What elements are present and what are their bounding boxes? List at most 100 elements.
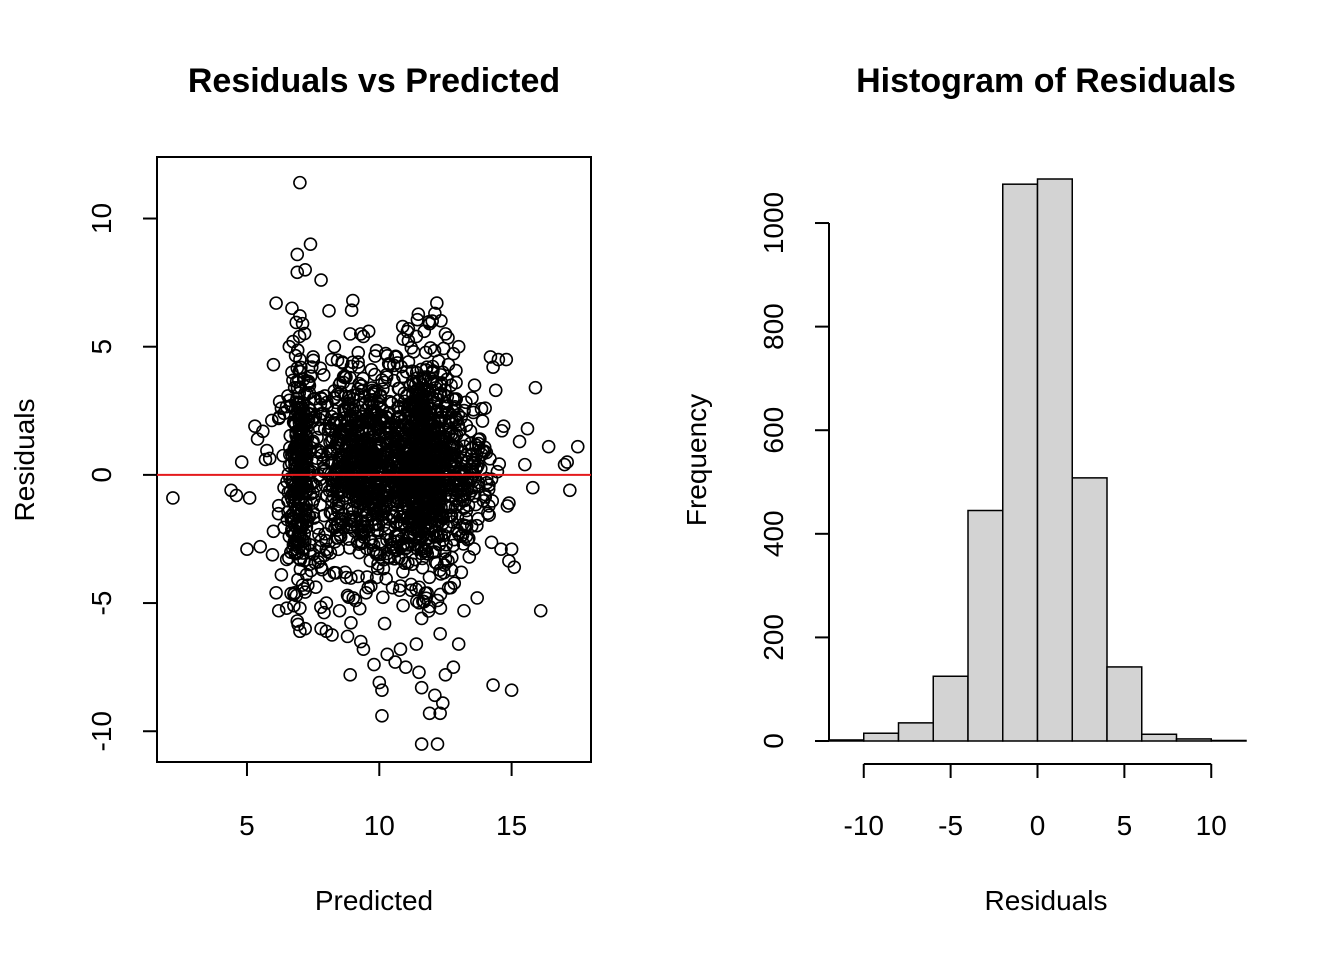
histogram-y-tick-label: 1000 — [758, 192, 789, 254]
scatter-point — [301, 578, 315, 592]
scatter-point — [336, 356, 350, 370]
scatter-point — [433, 627, 447, 641]
scatter-point — [334, 517, 348, 532]
scatter-point — [410, 594, 424, 609]
scatter-point — [369, 517, 384, 531]
scatter-point — [428, 395, 443, 410]
scatter-point — [479, 471, 494, 486]
scatter-point — [459, 395, 473, 410]
scatter-point — [419, 591, 433, 606]
scatter-point — [380, 533, 394, 547]
scatter-point — [466, 403, 481, 417]
scatter-point — [435, 508, 449, 523]
scatter-point — [482, 508, 496, 523]
scatter-point — [401, 333, 416, 348]
scatter-point — [301, 406, 315, 420]
scatter-point — [240, 542, 254, 557]
scatter-point — [533, 603, 548, 618]
scatter-point — [388, 655, 402, 669]
scatter-point — [356, 329, 371, 344]
scatter-point — [304, 464, 319, 479]
scatter-point — [274, 568, 289, 582]
scatter-point — [379, 370, 394, 384]
scatter-point — [433, 587, 448, 602]
scatter-point — [361, 580, 376, 595]
scatter-point — [327, 339, 342, 354]
scatter-point — [427, 530, 442, 544]
histogram-bar — [1106, 666, 1143, 742]
scatter-point — [390, 356, 405, 370]
scatter-point — [346, 293, 360, 308]
histogram-bar — [932, 675, 969, 742]
histogram-y-axis-label: Frequency — [681, 394, 712, 526]
scatter-point — [343, 327, 357, 341]
scatter-point — [303, 237, 318, 251]
scatter-point — [418, 345, 433, 360]
histogram-x-tick-label: -5 — [938, 810, 963, 841]
scatter-point — [289, 315, 304, 330]
scatter-point — [478, 490, 493, 504]
scatter-point — [308, 555, 322, 570]
scatter-point — [282, 393, 297, 408]
scatter-point — [414, 611, 429, 626]
scatter-point — [351, 345, 366, 360]
scatter-point — [417, 400, 431, 414]
scatter-point — [288, 547, 303, 561]
scatter-point — [391, 409, 406, 424]
scatter-point — [344, 616, 358, 630]
scatter-point — [291, 572, 305, 587]
scatter-point — [313, 397, 328, 412]
scatter-point — [484, 535, 499, 550]
scatter-point — [401, 538, 415, 552]
scatter-point — [388, 430, 402, 445]
scatter-point — [412, 665, 426, 680]
scatter-point — [269, 586, 283, 600]
scatter-point — [313, 361, 328, 376]
scatter-point — [446, 346, 461, 361]
scatter-point — [306, 353, 321, 368]
scatter-point — [364, 579, 378, 593]
scatter-point — [474, 402, 489, 416]
scatter-point — [276, 448, 290, 463]
scatter-point — [316, 455, 331, 470]
scatter-point — [385, 580, 400, 595]
scatter-point — [425, 416, 439, 431]
scatter-point — [317, 548, 332, 563]
scatter-point — [438, 327, 453, 341]
scatter-title: Residuals vs Predicted — [188, 62, 560, 100]
scatter-point — [492, 457, 507, 471]
scatter-point — [298, 621, 312, 636]
scatter-point — [378, 504, 392, 518]
scatter-point — [298, 262, 312, 277]
histogram-bars — [828, 178, 1247, 742]
scatter-point — [290, 265, 305, 280]
scatter-point — [284, 586, 298, 601]
scatter-point — [332, 603, 347, 618]
scatter-point — [287, 442, 302, 456]
scatter-points — [166, 175, 585, 751]
scatter-point — [314, 445, 328, 460]
scatter-point — [432, 515, 446, 529]
scatter-point — [338, 565, 352, 580]
scatter-point — [313, 498, 328, 512]
histogram-y-tick-label: 0 — [758, 733, 789, 749]
scatter-point — [370, 561, 385, 576]
scatter-point — [356, 642, 371, 657]
scatter-point — [557, 457, 572, 472]
scatter-point — [426, 501, 440, 515]
scatter-point — [352, 376, 367, 391]
scatter-point — [419, 363, 433, 377]
scatter-point — [290, 391, 304, 406]
scatter-point — [433, 706, 447, 721]
scatter-point — [395, 319, 410, 334]
scatter-point — [349, 436, 363, 451]
histogram-y-tick-label: 800 — [758, 303, 789, 350]
scatter-point — [457, 603, 471, 618]
histogram-x-tick-label: 5 — [1117, 810, 1133, 841]
scatter-point — [570, 439, 585, 454]
scatter-point — [415, 551, 430, 566]
scatter-point — [352, 601, 367, 616]
scatter-point — [495, 423, 509, 438]
scatter-point — [285, 511, 300, 525]
scatter-point — [525, 480, 540, 495]
